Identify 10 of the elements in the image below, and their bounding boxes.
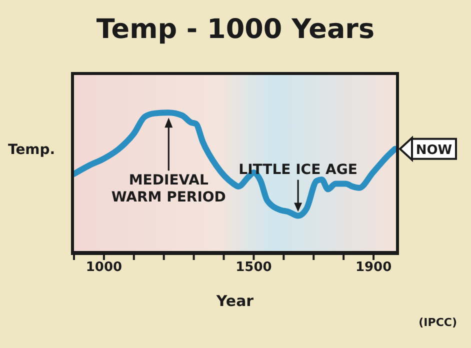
annotation: MEDIEVAL WARM PERIOD [111,172,226,206]
y-axis-title: Temp. [8,142,56,158]
annotation: NOW [416,142,452,158]
x-tick-label: 1900 [355,260,392,276]
x-tick-label: 1000 [86,260,122,276]
x-axis-title: Year [215,292,255,310]
text: (IPCC) [418,316,457,329]
x-tick-label: 1500 [236,260,272,276]
annotation: LITTLE ICE AGE [238,162,358,178]
chart-title: Temp - 1000 Years [95,14,376,45]
